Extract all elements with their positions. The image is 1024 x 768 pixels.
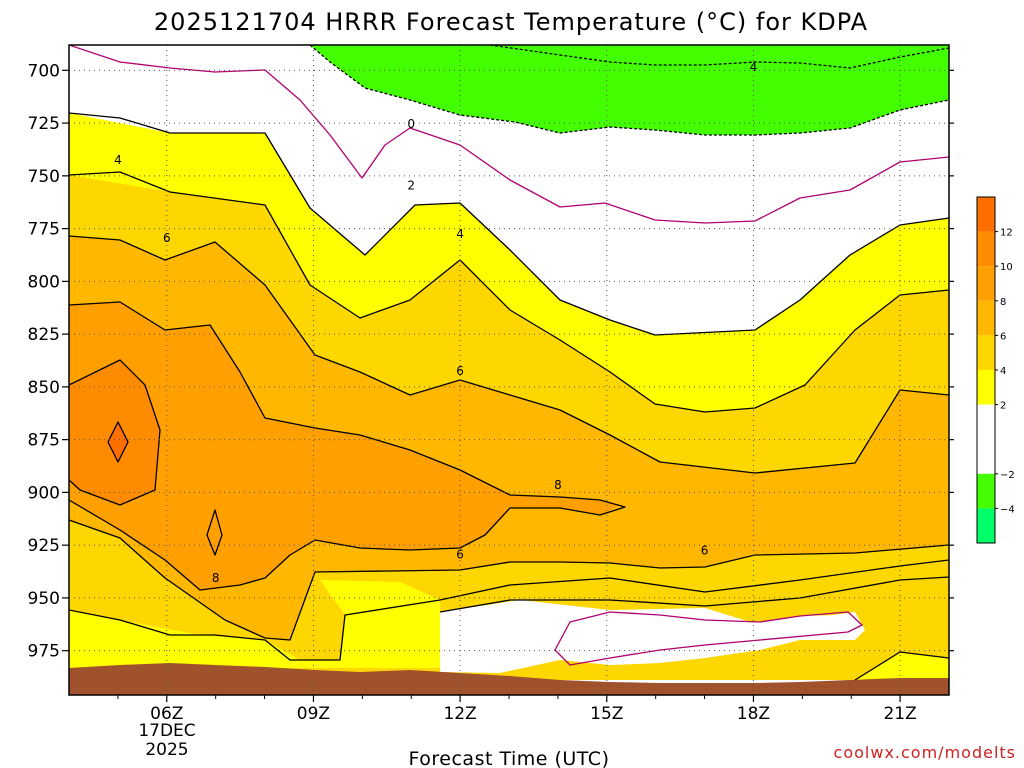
x-tick-label-5: 21Z (883, 704, 916, 724)
colorbar-label-2: 8 (1000, 297, 1006, 308)
y-tick-label-0: 700 (28, 61, 60, 81)
contour-neg2 (309, 45, 949, 136)
contour-label-1: 0 (407, 117, 415, 131)
contour-label-2: 2 (407, 178, 415, 192)
colorbar-label-3: 6 (1000, 331, 1006, 342)
surface-warm-patch (855, 652, 949, 680)
x-tick-label-4: 18Z (737, 704, 770, 724)
colorbar-label-5: 2 (1000, 401, 1006, 412)
x-axis: 06Z 09Z 12Z 15Z 18Z 21Z (117, 695, 917, 724)
warm-layer-near-ground (69, 580, 440, 668)
contour-label-5: 6 (163, 231, 171, 245)
contour-2 (69, 112, 949, 336)
y-tick-label-3: 775 (28, 220, 60, 240)
x-axis-label: Forecast Time (UTC) (409, 748, 610, 768)
colorbar-band-8 (977, 508, 995, 543)
colorbar: 12 10 8 6 4 2 −2 −4 (976, 196, 1015, 544)
x-date-line-2: 2025 (145, 740, 188, 760)
colorbar-label-1: 10 (1000, 262, 1013, 273)
contour-label-9: 6 (456, 548, 464, 562)
contour-label-7: 8 (554, 478, 562, 492)
x-tick-label-0: 06Z (150, 704, 183, 724)
contour-labels: 4 0 2 4 4 6 6 8 8 6 6 (114, 60, 758, 585)
contour-label-10: 6 (701, 543, 709, 557)
contour-label-3: 4 (114, 153, 122, 167)
credit-text: coolwx.com/modelts (834, 743, 1016, 762)
contour-12 (107, 421, 129, 463)
x-tick-label-3: 15Z (590, 704, 623, 724)
contour-8-small (206, 509, 223, 556)
y-tick-label-6: 850 (28, 378, 60, 398)
colorbar-band-1 (977, 231, 995, 267)
contour-10 (69, 359, 161, 506)
contour-label-0: 4 (750, 60, 758, 74)
grid (69, 45, 949, 695)
surface-cold-pocket (440, 600, 865, 673)
y-tick-label-9: 925 (28, 536, 60, 556)
x-tick-label-2: 12Z (443, 704, 476, 724)
contour-8 (69, 301, 626, 591)
colorbar-band-2 (977, 266, 995, 301)
colorbar-band-5 (977, 370, 995, 405)
band-8-to-10 (69, 302, 620, 590)
y-tick-label-8: 900 (28, 483, 60, 503)
contour-label-8: 8 (212, 571, 220, 585)
y-tick-label-11: 975 (28, 642, 60, 662)
contour-lines (69, 45, 949, 681)
colorbar-band-4 (977, 335, 995, 370)
colorbar-band-7 (977, 473, 995, 509)
plot-area: 4 0 2 4 4 6 6 8 8 6 6 (69, 45, 949, 695)
colorbar-label-6: −2 (1000, 470, 1015, 481)
contour-neg2-top (489, 45, 949, 69)
contour-4-lower (69, 559, 949, 661)
colorbar-band-3 (977, 300, 995, 336)
band-neg2-to-neg4 (310, 45, 949, 135)
colorbar-label-7: −4 (1000, 504, 1015, 515)
contour-0-lower (554, 611, 863, 666)
x-tick-label-1: 09Z (297, 704, 330, 724)
y-tick-label-2: 750 (28, 167, 60, 187)
y-tick-label-1: 725 (28, 114, 60, 134)
contour-label-4: 4 (456, 227, 464, 241)
y-tick-label-5: 825 (28, 325, 60, 345)
colorbar-label-0: 12 (1000, 228, 1013, 239)
colorbar-band-0 (977, 197, 995, 232)
y-tick-label-7: 875 (28, 431, 60, 451)
contour-label-6: 6 (456, 364, 464, 378)
y-tick-label-4: 800 (28, 272, 60, 292)
colorbar-band-6 (977, 404, 995, 474)
y-axis: 700 725 750 775 800 825 850 875 900 925 950 975 (28, 61, 954, 662)
chart-title: 2025121704 HRRR Forecast Temperature (°C… (154, 8, 868, 36)
terrain (69, 663, 949, 695)
y-tick-label-10: 950 (28, 589, 60, 609)
x-date-line-1: 17DEC (138, 721, 195, 741)
contour-6-lower (69, 519, 949, 641)
colorbar-label-4: 4 (1000, 366, 1006, 377)
contour-4 (69, 171, 949, 413)
contour-2-surface (854, 651, 949, 681)
